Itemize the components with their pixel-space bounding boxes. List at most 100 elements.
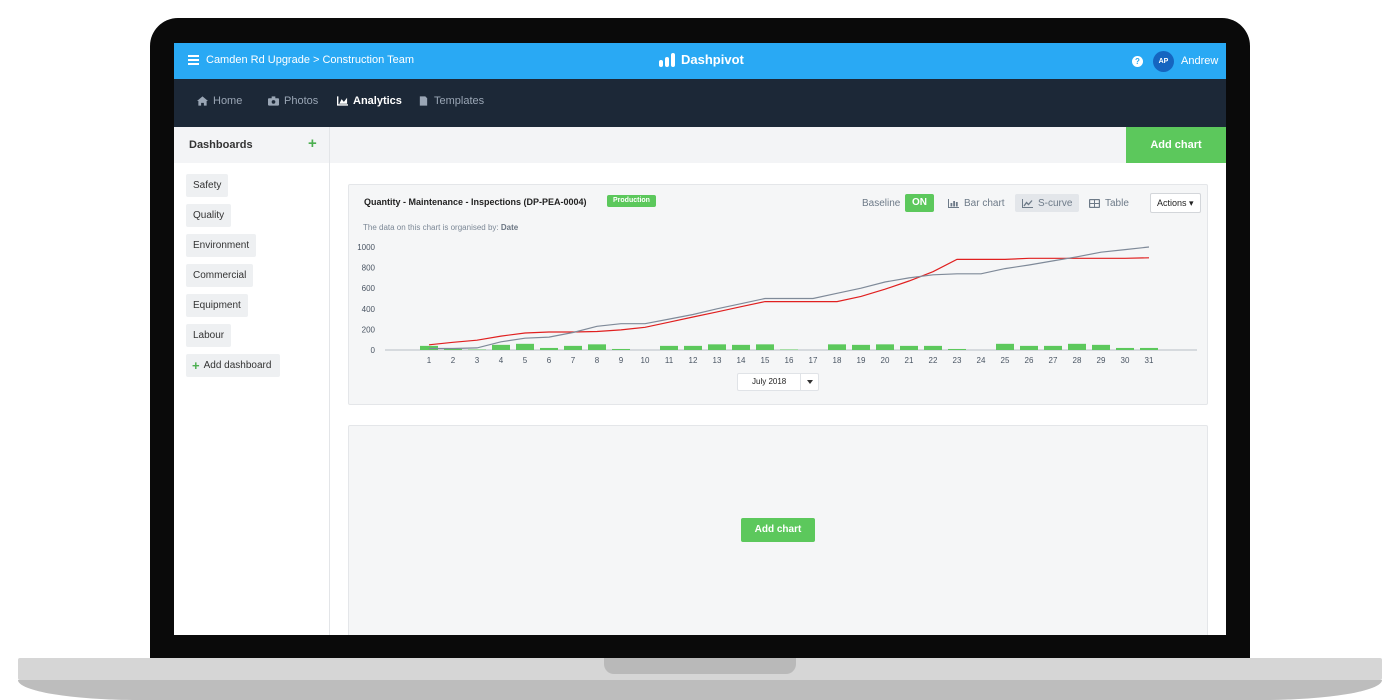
avatar[interactable]: AP bbox=[1153, 51, 1174, 72]
baseline-series-line bbox=[429, 246, 1150, 350]
x-tick-label: 18 bbox=[833, 356, 842, 365]
x-tick-label: 7 bbox=[571, 356, 576, 365]
x-tick-label: 23 bbox=[953, 356, 962, 365]
s-curve-view-button[interactable]: S-curve bbox=[1015, 194, 1080, 212]
brand-name: Dashpivot bbox=[681, 52, 744, 67]
bar bbox=[444, 348, 462, 350]
add-dashboard-button[interactable]: + Add dashboard bbox=[186, 354, 281, 377]
add-dashboard-plus-icon[interactable]: + bbox=[308, 135, 317, 152]
x-tick-label: 30 bbox=[1121, 356, 1130, 365]
chart-subtitle: The data on this chart is organised by: … bbox=[363, 223, 518, 232]
bar bbox=[876, 344, 894, 350]
dashboard-item-labour[interactable]: Labour bbox=[186, 324, 232, 347]
camera-icon bbox=[268, 96, 279, 106]
nav-label: Templates bbox=[434, 95, 485, 107]
x-tick-label: 22 bbox=[929, 356, 938, 365]
bar-chart-icon bbox=[948, 198, 959, 208]
bar bbox=[900, 345, 918, 350]
baseline-label: Baseline bbox=[862, 198, 901, 209]
bar bbox=[1116, 347, 1134, 350]
add-dashboard-label: Add dashboard bbox=[203, 360, 272, 371]
x-tick-label: 12 bbox=[689, 356, 698, 365]
bar-chart-view-button[interactable]: Bar chart bbox=[941, 194, 1012, 212]
bar bbox=[852, 344, 870, 350]
dashboard-item-environment[interactable]: Environment bbox=[186, 234, 257, 257]
actions-dropdown[interactable]: Actions ▾ bbox=[1150, 193, 1201, 213]
chevron-down-icon[interactable] bbox=[800, 374, 819, 390]
x-tick-label: 27 bbox=[1049, 356, 1058, 365]
nav-label: Analytics bbox=[353, 95, 402, 107]
bar bbox=[516, 343, 534, 350]
bar bbox=[684, 345, 702, 350]
y-tick-label: 1000 bbox=[357, 243, 375, 252]
bar bbox=[1020, 345, 1038, 350]
bar bbox=[1092, 344, 1110, 350]
app-screen: Camden Rd Upgrade > Construction Team Da… bbox=[174, 43, 1226, 635]
x-tick-label: 2 bbox=[451, 356, 456, 365]
nav-item-photos[interactable]: Photos bbox=[268, 95, 318, 107]
x-tick-label: 20 bbox=[881, 356, 890, 365]
hamburger-menu-icon[interactable] bbox=[188, 55, 199, 65]
top-bar: Camden Rd Upgrade > Construction Team Da… bbox=[174, 43, 1226, 79]
month-value: July 2018 bbox=[752, 377, 787, 386]
plus-icon: + bbox=[192, 358, 200, 373]
nav-item-analytics[interactable]: Analytics bbox=[337, 95, 402, 107]
baseline-toggle[interactable]: ON bbox=[905, 194, 934, 212]
dashboard-item-quality[interactable]: Quality bbox=[186, 204, 232, 227]
x-tick-label: 3 bbox=[475, 356, 480, 365]
help-icon[interactable]: ? bbox=[1132, 56, 1143, 67]
x-tick-label: 31 bbox=[1145, 356, 1154, 365]
bar bbox=[756, 344, 774, 350]
bar bbox=[564, 345, 582, 350]
add-chart-button[interactable]: Add chart bbox=[1126, 127, 1226, 163]
add-chart-slot-button[interactable]: Add chart bbox=[741, 518, 815, 542]
bar bbox=[708, 344, 726, 350]
caret-down-icon: ▾ bbox=[1189, 198, 1194, 208]
view-label: Bar chart bbox=[964, 197, 1005, 209]
dashboard-item-commercial[interactable]: Commercial bbox=[186, 264, 254, 287]
x-tick-label: 17 bbox=[809, 356, 818, 365]
laptop-base-bottom bbox=[18, 680, 1382, 700]
x-tick-label: 6 bbox=[547, 356, 552, 365]
bar bbox=[588, 344, 606, 350]
sidebar-title: Dashboards bbox=[189, 139, 253, 151]
brand: Dashpivot bbox=[659, 52, 744, 67]
bar bbox=[828, 344, 846, 350]
x-tick-label: 29 bbox=[1097, 356, 1106, 365]
x-tick-label: 9 bbox=[619, 356, 624, 365]
dashboard-item-equipment[interactable]: Equipment bbox=[186, 294, 248, 317]
line-chart-icon bbox=[1022, 198, 1033, 208]
nav-item-templates[interactable]: Templates bbox=[418, 95, 484, 107]
project-breadcrumb[interactable]: Camden Rd Upgrade > Construction Team bbox=[206, 54, 414, 66]
nav-item-home[interactable]: Home bbox=[197, 95, 242, 107]
analytics-icon bbox=[337, 96, 348, 106]
x-tick-label: 16 bbox=[785, 356, 794, 365]
chart-subtitle-value: Date bbox=[500, 223, 519, 232]
y-tick-label: 0 bbox=[371, 346, 376, 355]
x-tick-label: 14 bbox=[737, 356, 746, 365]
bar bbox=[924, 345, 942, 350]
dashboard-item-safety[interactable]: Safety bbox=[186, 174, 229, 197]
x-tick-label: 13 bbox=[713, 356, 722, 365]
month-select[interactable]: July 2018 bbox=[737, 373, 819, 391]
bar bbox=[948, 348, 966, 350]
table-icon bbox=[1089, 198, 1100, 208]
view-label: S-curve bbox=[1038, 197, 1073, 209]
user-name[interactable]: Andrew bbox=[1181, 55, 1219, 67]
y-tick-label: 800 bbox=[362, 264, 376, 273]
bar bbox=[468, 349, 486, 350]
x-tick-label: 5 bbox=[523, 356, 528, 365]
y-tick-label: 400 bbox=[362, 305, 376, 314]
view-label: Table bbox=[1105, 197, 1129, 209]
x-tick-label: 11 bbox=[665, 356, 674, 365]
nav-label: Home bbox=[213, 95, 243, 107]
bar bbox=[540, 347, 558, 350]
sidebar-header: Dashboards + bbox=[174, 127, 329, 163]
chart-card: Quantity - Maintenance - Inspections (DP… bbox=[348, 184, 1208, 405]
x-tick-label: 21 bbox=[905, 356, 914, 365]
table-view-button[interactable]: Table bbox=[1082, 194, 1136, 212]
bar bbox=[1068, 343, 1086, 350]
bar bbox=[780, 349, 798, 350]
chart-title: Quantity - Maintenance - Inspections (DP… bbox=[364, 197, 587, 207]
x-tick-label: 24 bbox=[977, 356, 986, 365]
